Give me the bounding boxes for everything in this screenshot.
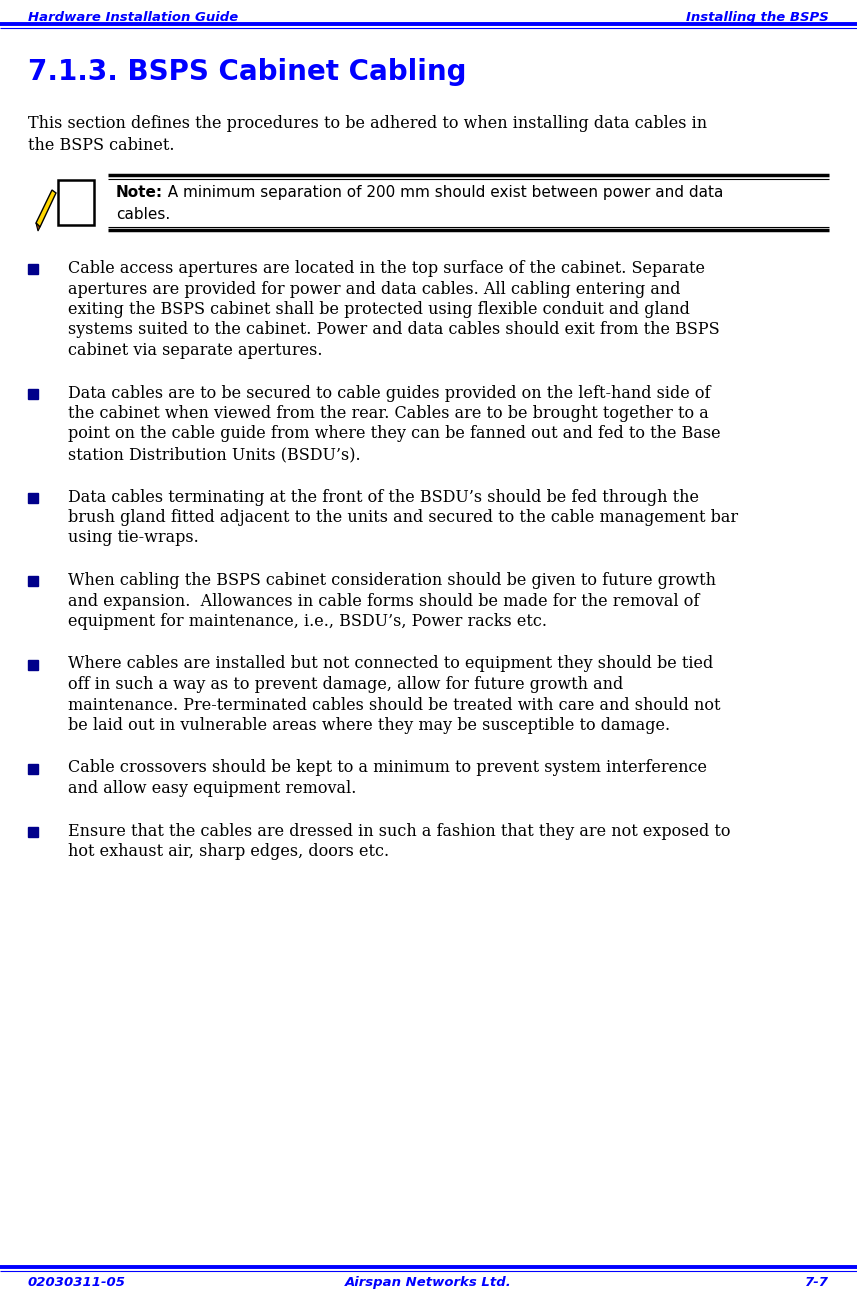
Text: equipment for maintenance, i.e., BSDU’s, Power racks etc.: equipment for maintenance, i.e., BSDU’s,…	[68, 614, 547, 630]
Text: When cabling the BSPS cabinet consideration should be given to future growth: When cabling the BSPS cabinet considerat…	[68, 572, 716, 589]
Text: 7-7: 7-7	[805, 1277, 829, 1290]
Text: using tie-wraps.: using tie-wraps.	[68, 529, 199, 546]
Text: and allow easy equipment removal.: and allow easy equipment removal.	[68, 780, 357, 797]
Text: Data cables are to be secured to cable guides provided on the left-hand side of: Data cables are to be secured to cable g…	[68, 385, 710, 402]
Text: point on the cable guide from where they can be fanned out and fed to the Base: point on the cable guide from where they…	[68, 425, 721, 442]
Text: Cable access apertures are located in the top surface of the cabinet. Separate: Cable access apertures are located in th…	[68, 260, 705, 277]
Bar	[28, 659, 38, 670]
Bar	[28, 493, 38, 503]
Text: cabinet via separate apertures.: cabinet via separate apertures.	[68, 342, 322, 359]
Text: 02030311-05: 02030311-05	[28, 1277, 126, 1290]
Text: Data cables terminating at the front of the BSDU’s should be fed through the: Data cables terminating at the front of …	[68, 489, 699, 506]
Text: exiting the BSPS cabinet shall be protected using flexible conduit and gland: exiting the BSPS cabinet shall be protec…	[68, 302, 690, 318]
Bar	[28, 576, 38, 586]
Text: Note:: Note:	[116, 185, 163, 200]
Text: cables.: cables.	[116, 207, 171, 222]
Text: brush gland fitted adjacent to the units and secured to the cable management bar: brush gland fitted adjacent to the units…	[68, 510, 738, 526]
Bar	[28, 827, 38, 836]
Text: maintenance. Pre-terminated cables should be treated with care and should not: maintenance. Pre-terminated cables shoul…	[68, 697, 721, 714]
Text: off in such a way as to prevent damage, allow for future growth and: off in such a way as to prevent damage, …	[68, 676, 623, 693]
Text: Airspan Networks Ltd.: Airspan Networks Ltd.	[345, 1277, 512, 1290]
Text: A minimum separation of 200 mm should exist between power and data: A minimum separation of 200 mm should ex…	[158, 185, 723, 200]
Text: apertures are provided for power and data cables. All cabling entering and: apertures are provided for power and dat…	[68, 281, 680, 298]
Text: be laid out in vulnerable areas where they may be susceptible to damage.: be laid out in vulnerable areas where th…	[68, 718, 670, 734]
Text: station Distribution Units (BSDU’s).: station Distribution Units (BSDU’s).	[68, 446, 361, 463]
Text: the cabinet when viewed from the rear. Cables are to be brought together to a: the cabinet when viewed from the rear. C…	[68, 406, 709, 423]
Bar	[28, 264, 38, 274]
Text: Where cables are installed but not connected to equipment they should be tied: Where cables are installed but not conne…	[68, 655, 713, 672]
Text: Cable crossovers should be kept to a minimum to prevent system interference: Cable crossovers should be kept to a min…	[68, 759, 707, 776]
Text: the BSPS cabinet.: the BSPS cabinet.	[28, 136, 175, 153]
Bar	[58, 179, 94, 225]
Text: 7.1.3. BSPS Cabinet Cabling: 7.1.3. BSPS Cabinet Cabling	[28, 58, 466, 86]
Polygon shape	[36, 224, 40, 231]
Text: Hardware Installation Guide: Hardware Installation Guide	[28, 10, 238, 23]
Text: This section defines the procedures to be adhered to when installing data cables: This section defines the procedures to b…	[28, 114, 707, 133]
Text: Ensure that the cables are dressed in such a fashion that they are not exposed t: Ensure that the cables are dressed in su…	[68, 823, 730, 840]
Text: and expansion.  Allowances in cable forms should be made for the removal of: and expansion. Allowances in cable forms…	[68, 593, 699, 610]
Text: Installing the BSPS: Installing the BSPS	[686, 10, 829, 23]
Polygon shape	[36, 190, 56, 227]
Text: systems suited to the cabinet. Power and data cables should exit from the BSPS: systems suited to the cabinet. Power and…	[68, 321, 720, 338]
Text: hot exhaust air, sharp edges, doors etc.: hot exhaust air, sharp edges, doors etc.	[68, 842, 389, 861]
Bar	[28, 389, 38, 399]
Bar	[28, 763, 38, 773]
